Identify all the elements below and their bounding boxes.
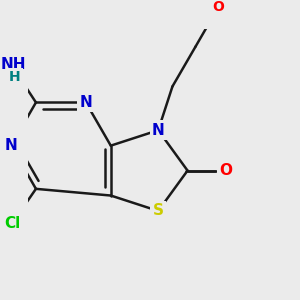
- Text: N: N: [4, 138, 17, 153]
- Text: NH: NH: [0, 57, 26, 72]
- Text: H: H: [9, 70, 21, 84]
- Text: N: N: [152, 123, 165, 138]
- Text: Cl: Cl: [4, 216, 20, 231]
- Text: N: N: [80, 95, 92, 110]
- Text: O: O: [213, 0, 224, 14]
- Text: S: S: [153, 203, 164, 218]
- Text: O: O: [219, 163, 232, 178]
